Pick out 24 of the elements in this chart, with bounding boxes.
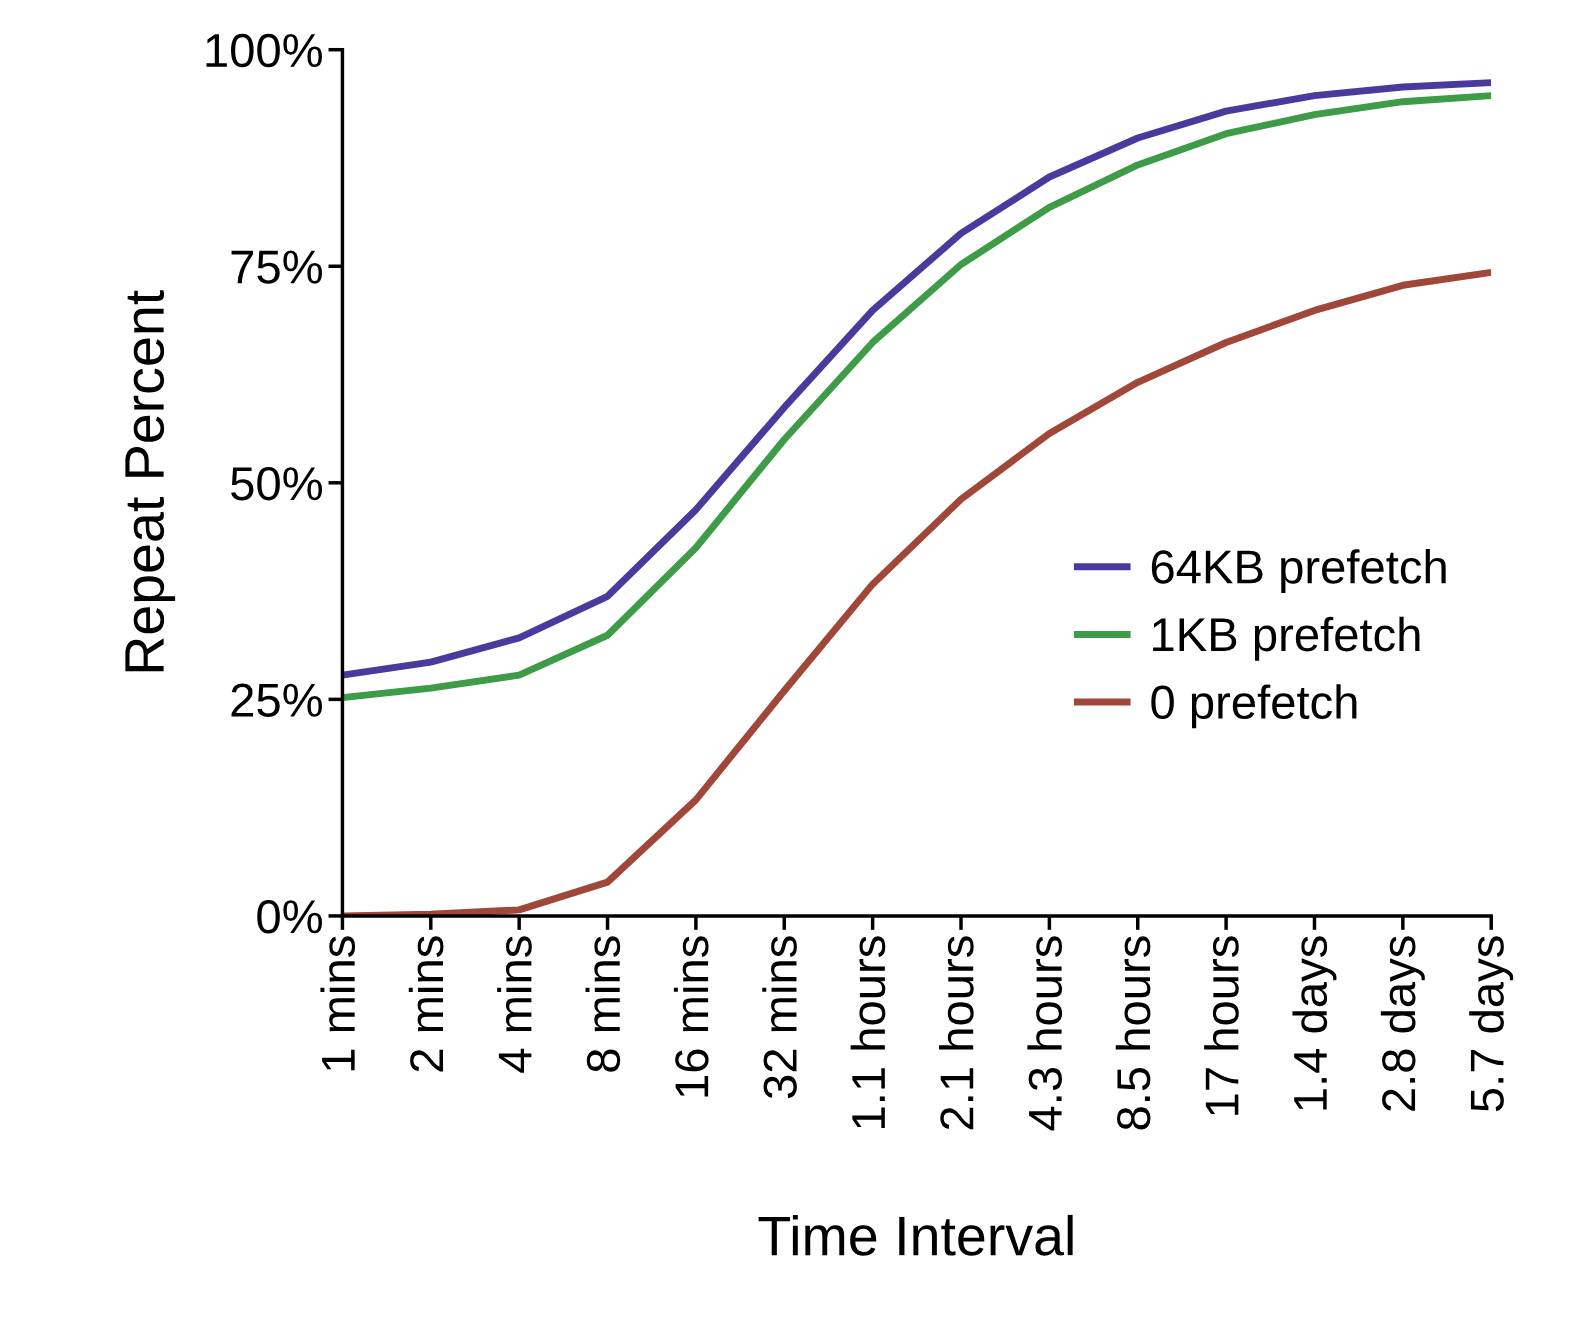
x-tick-label: 5.7 days (1469, 936, 1514, 1112)
x-tick-label: 1.4 days (1292, 936, 1337, 1110)
y-tick-label: 100% (206, 33, 322, 68)
x-tick-label: 2 mins (408, 936, 444, 1072)
y-tick-label: 0% (257, 900, 322, 934)
x-tick-label: 32 mins (762, 936, 797, 1099)
x-tick-label: 2.1 hours (938, 936, 974, 1130)
x-tick-label: 8.5 hours (1115, 936, 1151, 1130)
legend-label: 0 prefetch (1151, 684, 1357, 729)
x-tick-label: 8 mins (585, 936, 621, 1072)
x-axis-title: Time Interval (758, 1214, 1073, 1256)
legend-label: 64KB prefetch (1151, 549, 1446, 594)
y-tick-label: 75% (231, 250, 322, 284)
x-tick-label: 17 hours (1204, 936, 1239, 1115)
y-axis-title: Repeat Percent (125, 290, 176, 672)
x-tick-label: 16 mins (673, 936, 709, 1097)
y-tick-label: 50% (231, 466, 322, 501)
legend-label: 1KB prefetch (1153, 616, 1420, 661)
x-tick-label: 2.8 days (1380, 936, 1425, 1111)
x-tick-label: 4 mins (497, 936, 532, 1073)
x-tick-label: 1 mins (320, 936, 356, 1071)
x-tick-label: 1.1 hours (850, 936, 886, 1128)
y-tick-label: 25% (231, 683, 322, 717)
x-tick-label: 4.3 hours (1027, 936, 1063, 1131)
